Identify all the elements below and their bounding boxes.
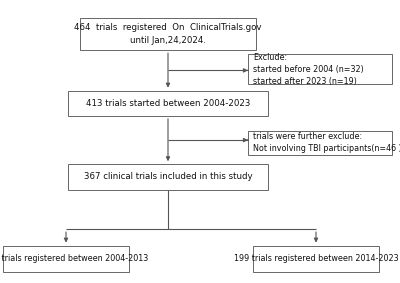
FancyBboxPatch shape xyxy=(68,91,268,116)
Text: trials were further exclude:
Not involving TBI participants(n=46 ): trials were further exclude: Not involvi… xyxy=(253,132,400,153)
FancyBboxPatch shape xyxy=(3,245,129,272)
Text: 413 trials started between 2004-2023: 413 trials started between 2004-2023 xyxy=(86,99,250,108)
Text: 168 trials registered between 2004-2013: 168 trials registered between 2004-2013 xyxy=(0,254,148,263)
FancyBboxPatch shape xyxy=(248,54,392,84)
FancyBboxPatch shape xyxy=(68,164,268,190)
FancyBboxPatch shape xyxy=(248,131,392,155)
Text: 464  trials  registered  On  ClinicalTrials.gov
until Jan,24,2024.: 464 trials registered On ClinicalTrials.… xyxy=(74,23,262,44)
Text: Exclude:
started before 2004 (n=32)
started after 2023 (n=19): Exclude: started before 2004 (n=32) star… xyxy=(253,53,364,86)
Text: 199 trials registered between 2014-2023: 199 trials registered between 2014-2023 xyxy=(234,254,398,263)
FancyBboxPatch shape xyxy=(253,245,379,272)
FancyBboxPatch shape xyxy=(80,18,256,50)
Text: 367 clinical trials included in this study: 367 clinical trials included in this stu… xyxy=(84,172,252,181)
